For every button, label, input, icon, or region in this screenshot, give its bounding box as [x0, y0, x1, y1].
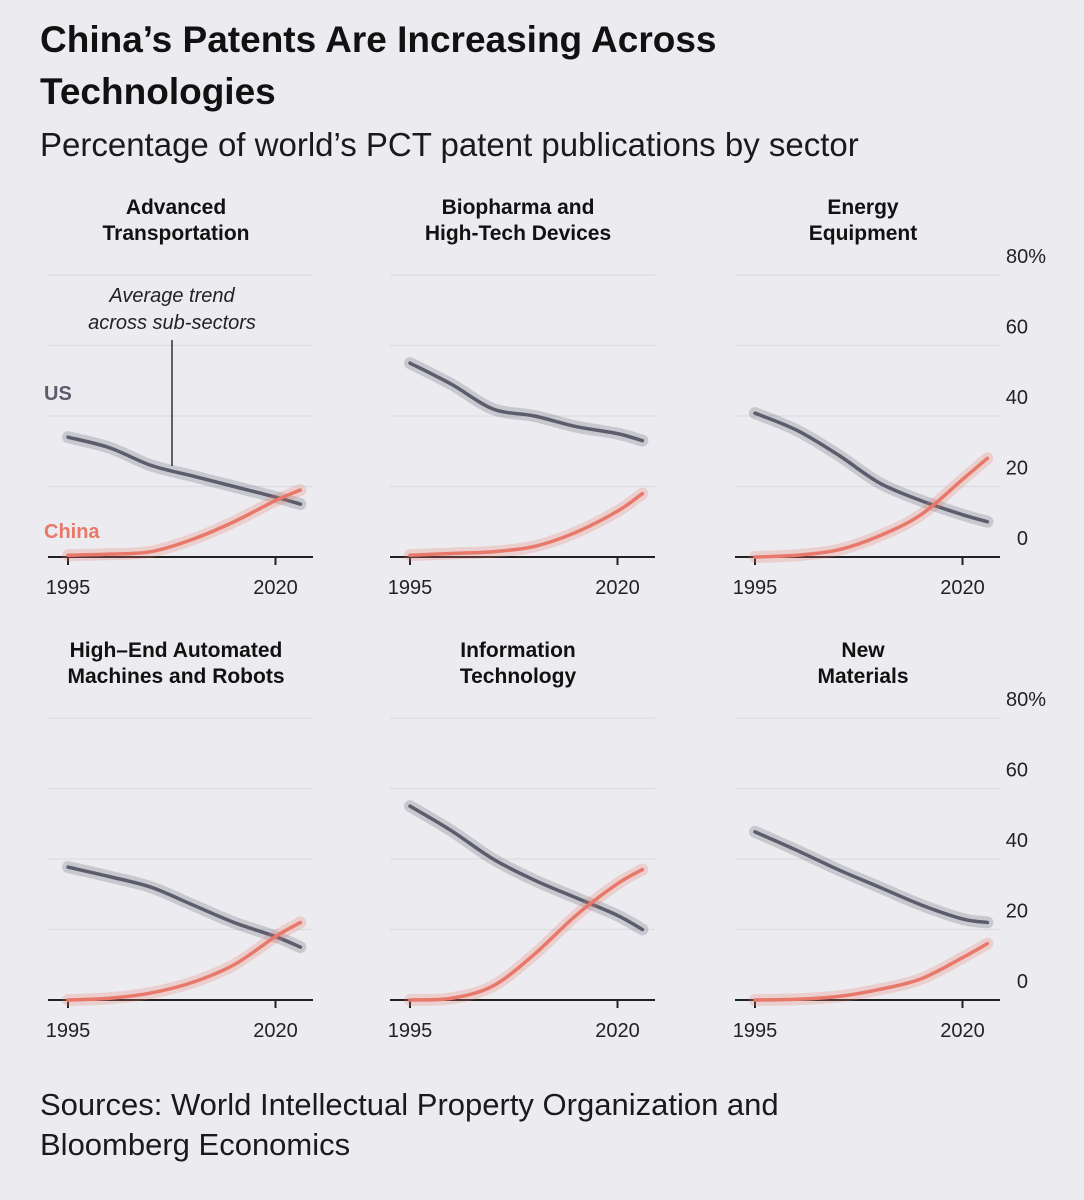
x-tick-label: 2020: [595, 1020, 640, 1042]
china-confidence-band: [404, 487, 649, 562]
x-tick-label: 1995: [388, 577, 433, 599]
china-series-label: China: [44, 521, 100, 543]
y-tick-label: 20: [1006, 901, 1028, 923]
x-tick-label: 1995: [733, 1020, 778, 1042]
panel-6: New Materials 1995 2020 0 20 40 60 80%: [733, 639, 1046, 1042]
panel-4: High–End Automated Machines and Robots 199…: [46, 639, 313, 1042]
x-tick-label: 1995: [46, 577, 91, 599]
x-tick-label: 2020: [940, 1020, 985, 1042]
panel-3: Energy Equipment 1995 2020 0 20 40 60 80%: [733, 196, 1046, 599]
y-tick-label: 20: [1006, 458, 1028, 480]
x-tick-label: 2020: [595, 577, 640, 599]
panel-title-line: Transportation: [102, 222, 249, 245]
y-tick-label: 40: [1006, 830, 1028, 852]
panel-title-line: Materials: [817, 665, 908, 688]
y-tick-label: 40: [1006, 387, 1028, 409]
panel-2: Biopharma and High-Tech Devices 1995 2020: [388, 196, 655, 599]
y-tick-label: 80%: [1006, 246, 1046, 268]
y-tick-label: 60: [1006, 317, 1028, 339]
annotation-line-1: Average trend: [108, 285, 235, 307]
source-line-1: Sources: World Intellectual Property Org…: [40, 1087, 779, 1122]
us-confidence-band: [62, 861, 307, 954]
panel-title-line: Machines and Robots: [67, 665, 284, 688]
y-tick-label: 0: [1017, 528, 1028, 550]
annotation-line-2: across sub-sectors: [88, 312, 256, 334]
source-line-2: Bloomberg Economics: [40, 1127, 350, 1162]
china-confidence-band: [62, 484, 307, 562]
us-confidence-band: [404, 357, 649, 447]
china-trend-line: [408, 867, 645, 1002]
us-confidence-band: [749, 407, 994, 528]
y-tick-label: 60: [1006, 760, 1028, 782]
panel-title-line: Advanced: [126, 196, 226, 219]
panel-title-line: High-Tech Devices: [425, 222, 611, 245]
panel-title-line: Technology: [460, 665, 577, 688]
us-trend-line: [753, 830, 990, 925]
panel-title-line: Energy: [827, 196, 899, 219]
x-tick-label: 2020: [253, 577, 298, 599]
x-tick-label: 1995: [733, 577, 778, 599]
chart-subtitle: Percentage of world’s PCT patent publica…: [40, 126, 859, 163]
china-trend-line: [753, 941, 990, 1002]
panel-title-line: High–End Automated: [70, 639, 283, 662]
panel-5: Information Technology 1995 2020: [388, 639, 655, 1042]
panel-title-line: Biopharma and: [442, 196, 595, 219]
y-tick-label: 80%: [1006, 689, 1046, 711]
panel-title-line: Equipment: [809, 222, 918, 245]
us-series-label: US: [44, 383, 72, 405]
us-trend-line: [408, 804, 645, 932]
chart-title-line-1: China’s Patents Are Increasing Across: [40, 19, 717, 60]
x-tick-label: 2020: [253, 1020, 298, 1042]
x-tick-label: 2020: [940, 577, 985, 599]
x-tick-label: 1995: [46, 1020, 91, 1042]
chart-title-line-2: Technologies: [40, 71, 276, 112]
y-tick-label: 0: [1017, 971, 1028, 993]
panel-title-line: New: [841, 639, 885, 662]
panel-1: Advanced Transportation 1995 2020: [46, 196, 313, 599]
panel-title-line: Information: [460, 639, 576, 662]
x-tick-label: 1995: [388, 1020, 433, 1042]
